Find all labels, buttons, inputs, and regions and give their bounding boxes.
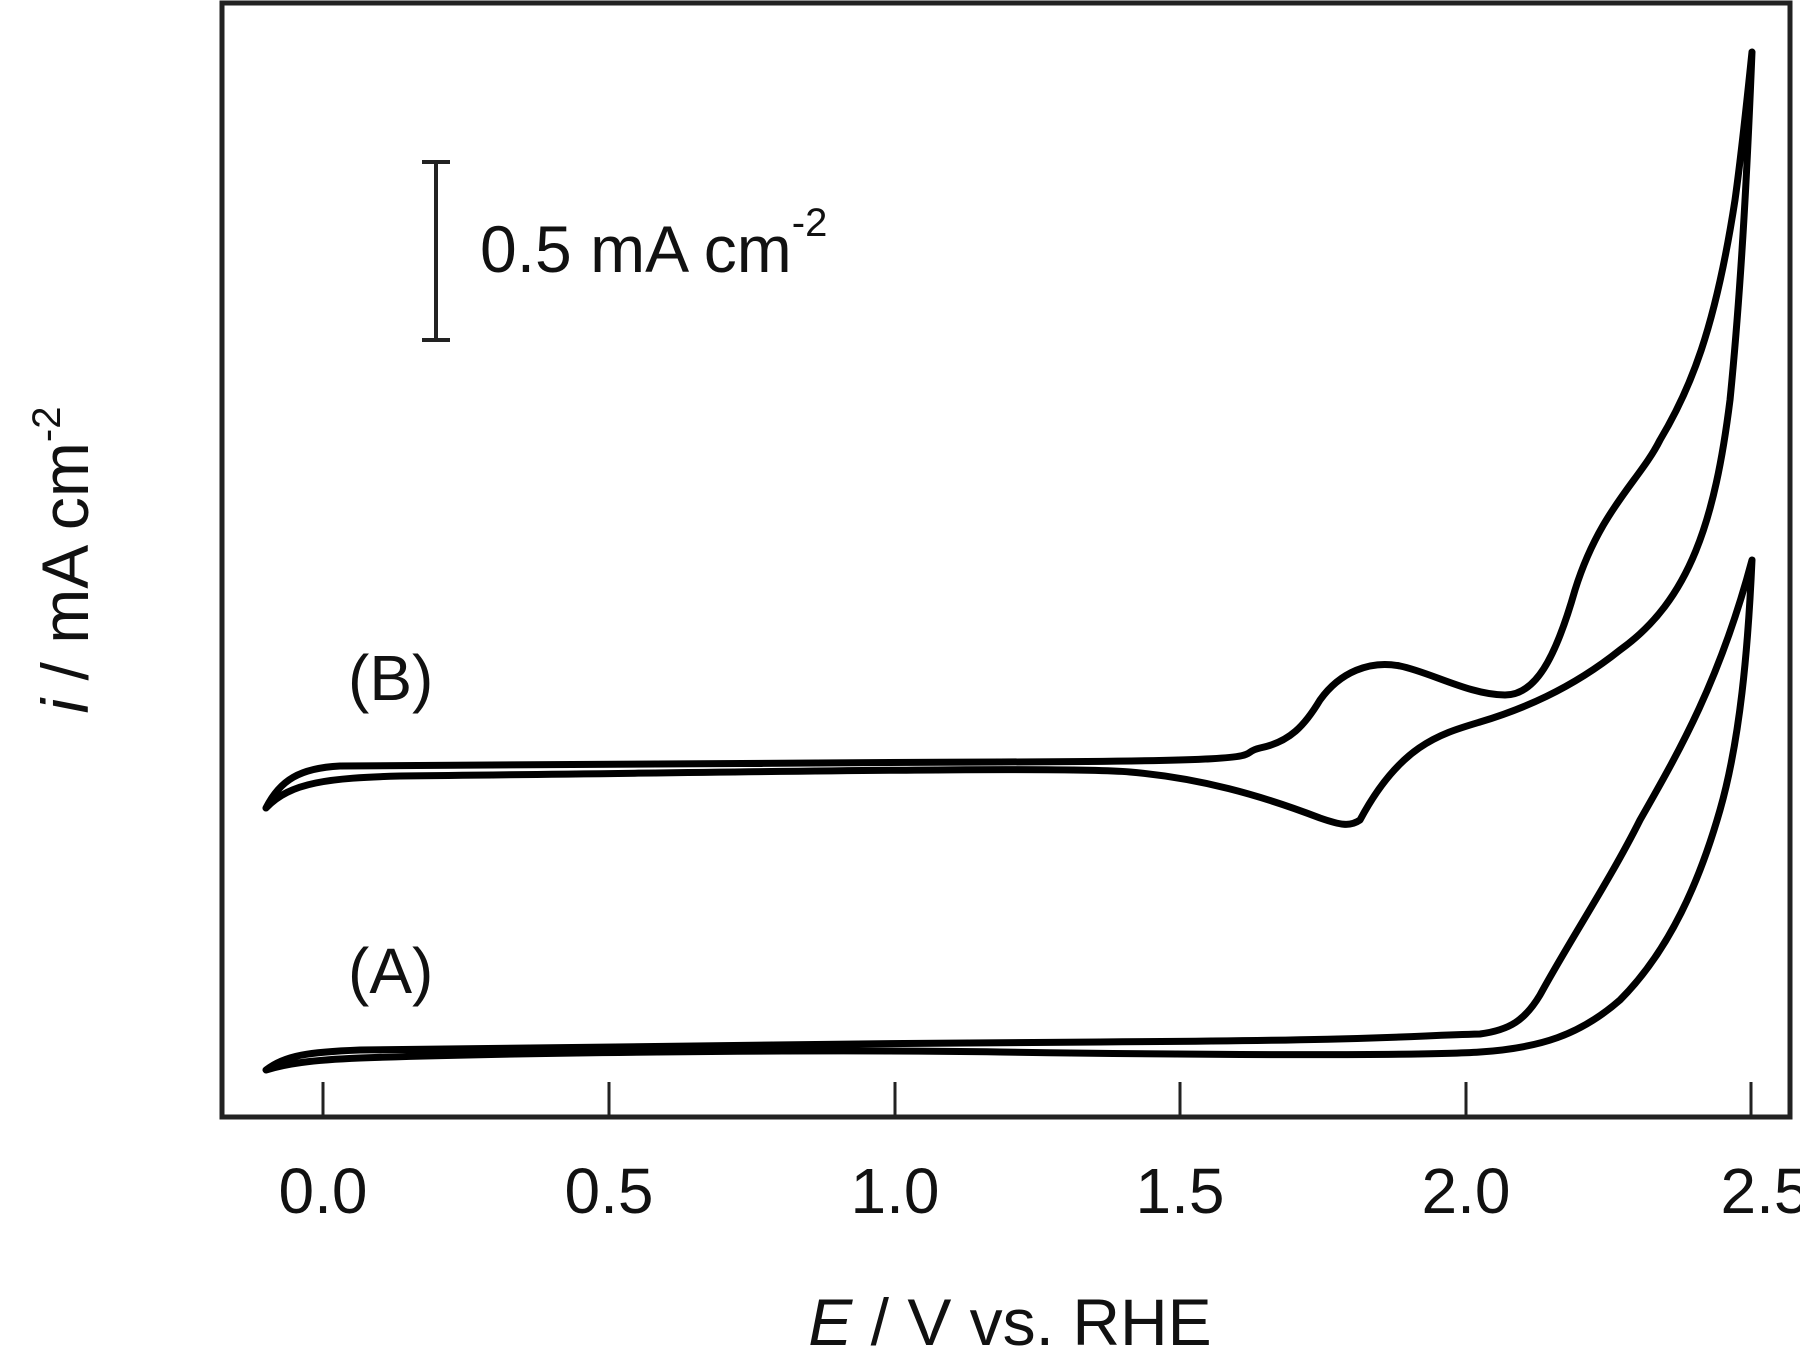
- scale-bar-label: 0.5 mA cm-2: [480, 201, 827, 286]
- series-label-b: (B): [348, 642, 433, 714]
- y-axis-label-var: i: [28, 696, 102, 713]
- y-axis-label-sup: -2: [25, 407, 69, 443]
- x-axis-label: E / V vs. RHE: [808, 1285, 1211, 1347]
- x-tick-label: 1.5: [1136, 1155, 1225, 1227]
- series-label-a: (A): [348, 935, 433, 1007]
- x-tick-label: 0.5: [565, 1155, 654, 1227]
- curve-b: [262, 48, 1756, 828]
- x-tick-label: 0.0: [279, 1155, 368, 1227]
- x-tick-label: 2.5: [1721, 1155, 1800, 1227]
- curve-a: [262, 556, 1756, 1074]
- scale-bar-label-sup: -2: [792, 201, 828, 245]
- x-tick-label: 1.0: [851, 1155, 940, 1227]
- y-axis-label-rest: / mA cm: [28, 442, 102, 699]
- x-tick-label: 2.0: [1422, 1155, 1511, 1227]
- x-axis-label-var: E: [808, 1285, 853, 1347]
- plot-frame: [219, 0, 1793, 1120]
- scale-bar-label-text: 0.5 mA cm: [480, 212, 792, 286]
- x-axis-label-rest: / V vs. RHE: [852, 1285, 1211, 1347]
- x-axis-tick-labels: 0.0 0.5 1.0 1.5 2.0 2.5: [279, 1155, 1800, 1227]
- x-axis-ticks: [321, 1082, 1753, 1117]
- y-axis-label: i / mA cm-2: [25, 407, 102, 714]
- scale-bar: [422, 160, 450, 342]
